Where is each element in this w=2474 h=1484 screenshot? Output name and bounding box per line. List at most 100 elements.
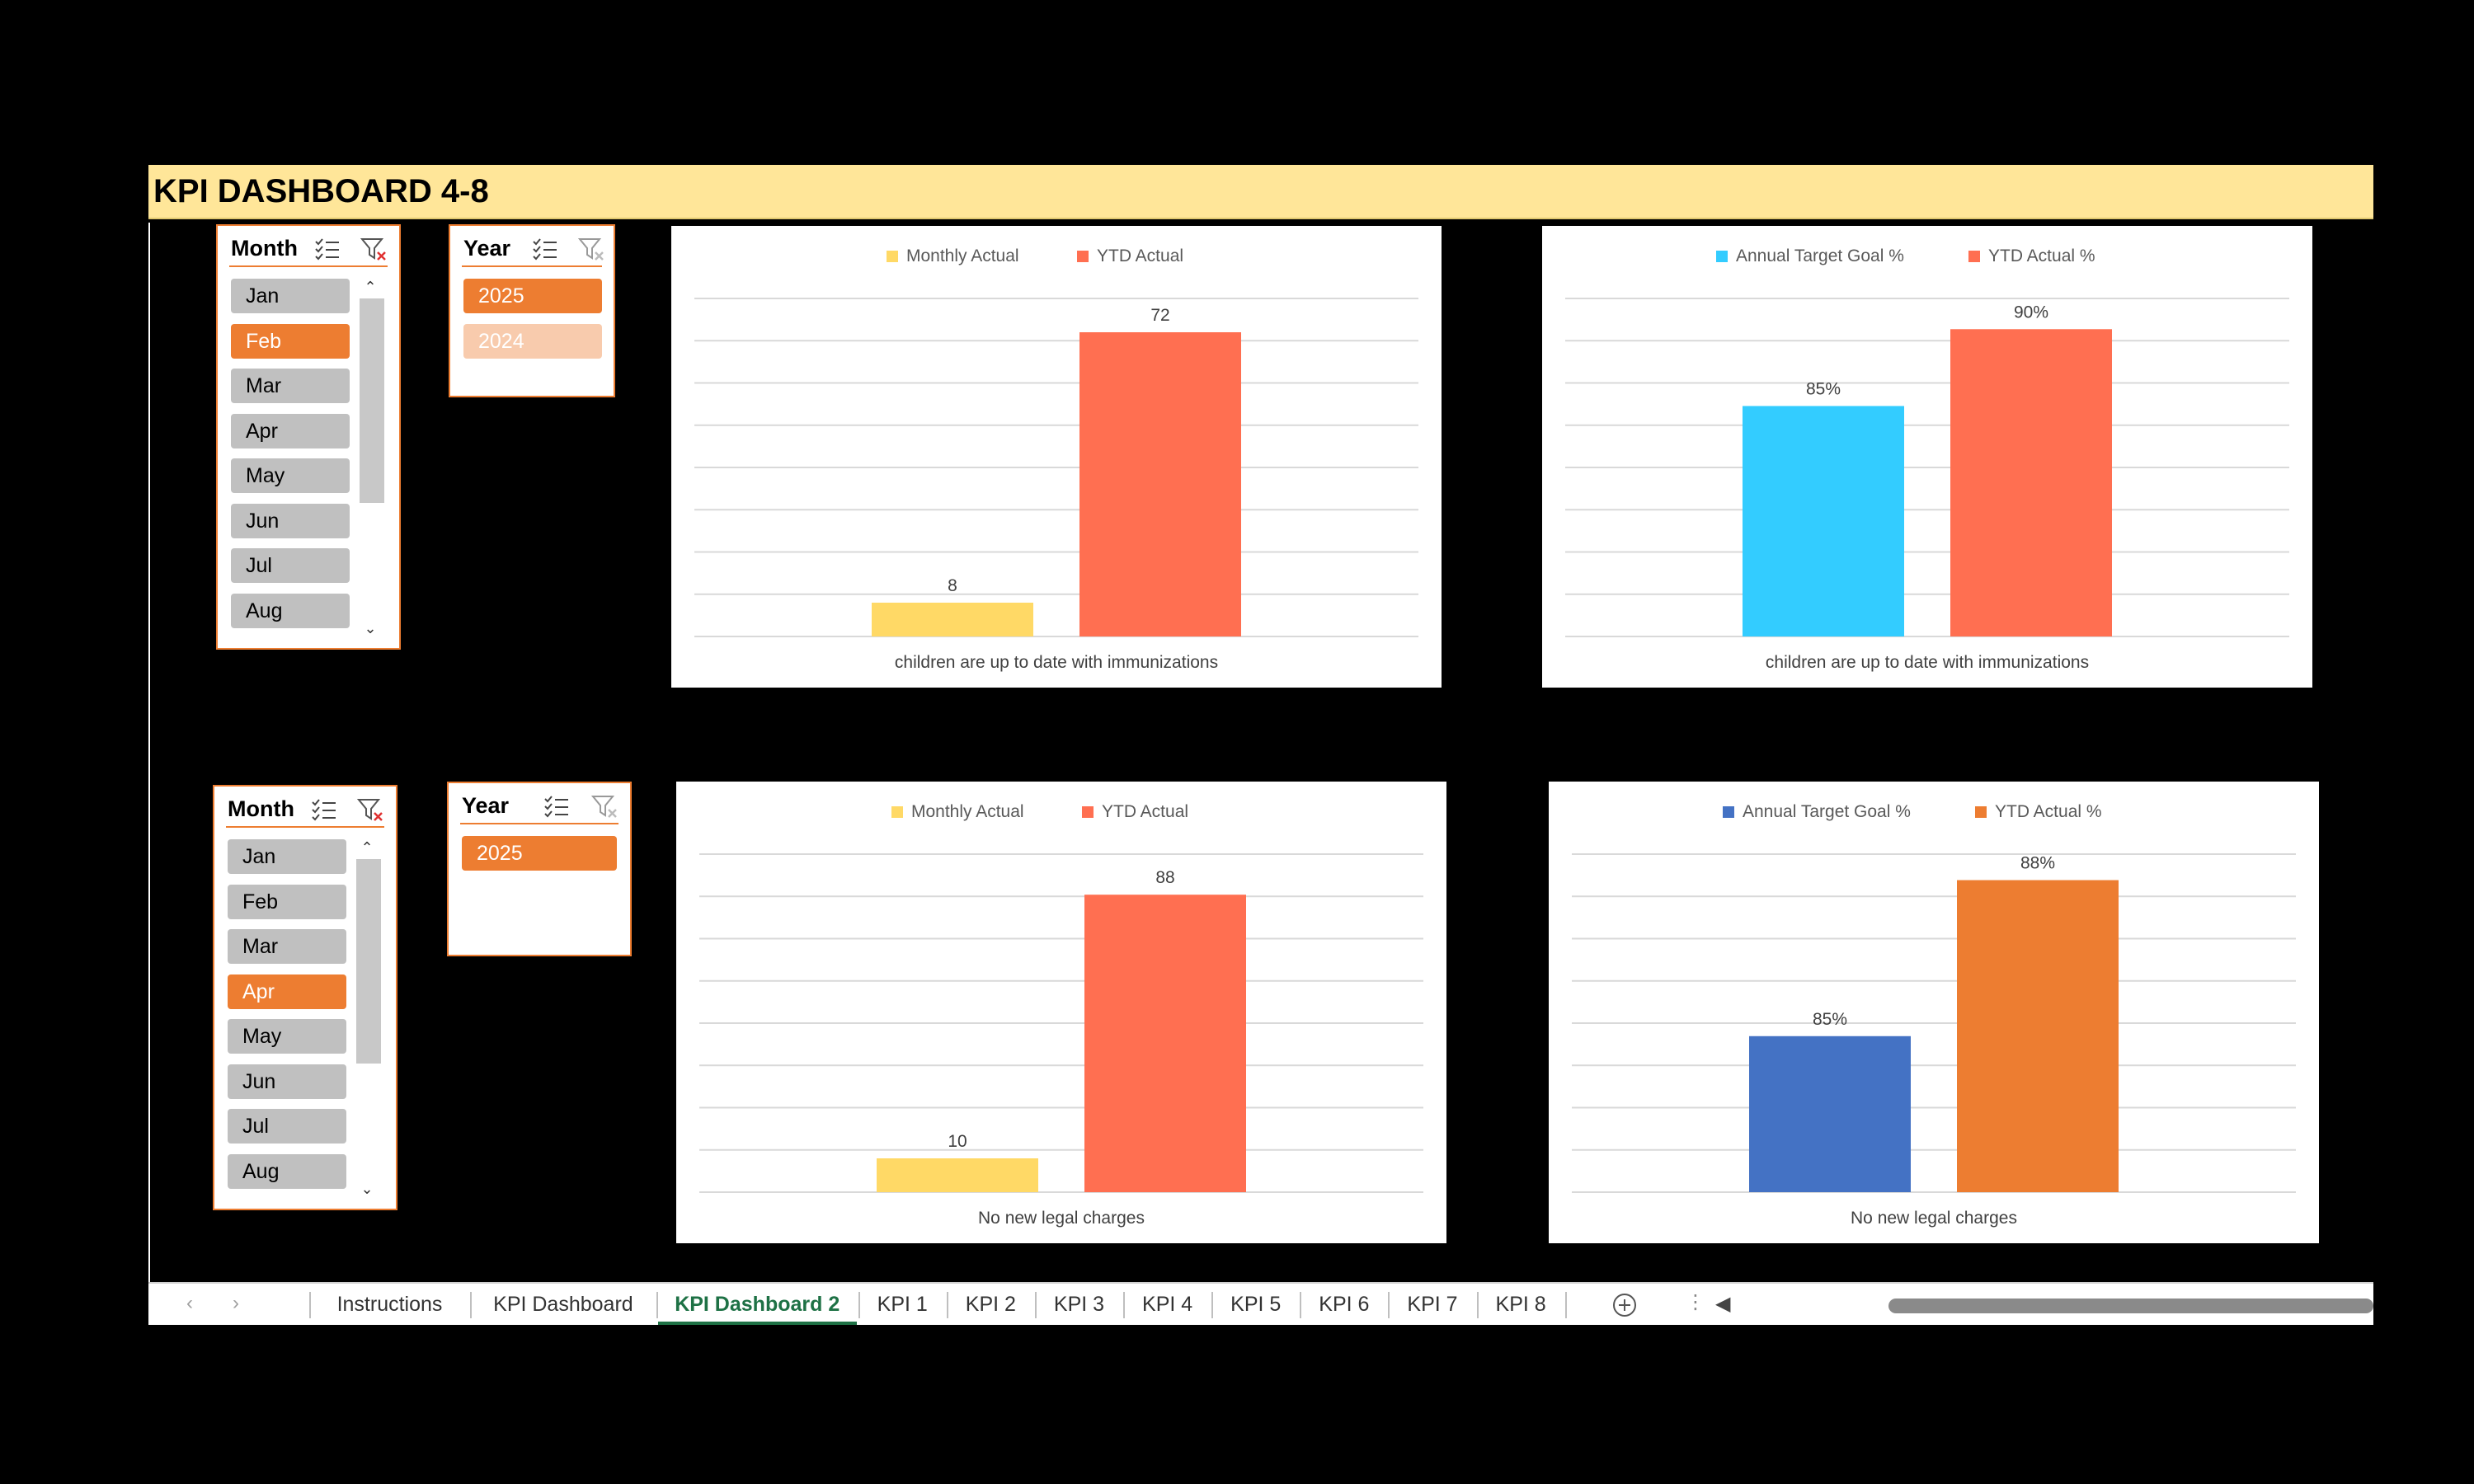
slicer-title: Month xyxy=(231,236,298,261)
tab-separator xyxy=(946,1292,948,1318)
bar[interactable] xyxy=(1950,329,2112,636)
year-slicer-top[interactable]: Year 2025 2024 xyxy=(449,224,615,397)
slicer-item[interactable]: May xyxy=(228,1019,346,1054)
prev-sheet-icon[interactable]: ‹ xyxy=(186,1292,193,1314)
clear-filter-icon[interactable] xyxy=(590,793,618,821)
slicer-item[interactable]: Jul xyxy=(231,548,350,583)
tab-separator xyxy=(1564,1292,1567,1318)
year-slicer-bottom[interactable]: Year 2025 xyxy=(447,782,632,956)
slicer-item[interactable]: Mar xyxy=(231,369,350,403)
legend-swatch xyxy=(1077,251,1089,262)
sheet-tab[interactable]: KPI Dashboard xyxy=(493,1293,633,1316)
slicer-title: Year xyxy=(462,793,510,818)
legend-swatch xyxy=(1723,806,1734,818)
scroll-down-icon[interactable]: ⌄ xyxy=(360,1181,374,1197)
slicer-item[interactable]: Jan xyxy=(228,839,346,874)
slicer-item[interactable]: Jan xyxy=(231,279,350,313)
bar[interactable] xyxy=(872,603,1033,636)
slicer-scrollbar[interactable]: ⌃ ⌄ xyxy=(355,839,381,1197)
slicer-item[interactable]: Apr xyxy=(228,974,346,1009)
clear-filter-icon[interactable] xyxy=(356,796,384,824)
kpi4-percent-chart[interactable]: Annual Target Goal % YTD Actual % 85% 90% ch… xyxy=(1542,226,2312,688)
clear-filter-icon[interactable] xyxy=(577,236,605,264)
scroll-thumb[interactable] xyxy=(356,859,381,1064)
legend-swatch xyxy=(887,251,898,262)
data-label: 88 xyxy=(1155,868,1174,887)
sheet-tab[interactable]: KPI 6 xyxy=(1319,1293,1370,1316)
bar[interactable] xyxy=(1743,406,1904,636)
legend-swatch xyxy=(891,806,903,818)
bar[interactable] xyxy=(877,1158,1038,1192)
slicer-item[interactable]: Aug xyxy=(228,1153,346,1189)
category-label: No new legal charges xyxy=(1851,1209,2017,1228)
legend-swatch xyxy=(1968,251,1980,262)
bar[interactable] xyxy=(1749,1036,1911,1192)
legend-label: Annual Target Goal % xyxy=(1743,802,1911,821)
slicer-item[interactable]: 2025 xyxy=(462,836,617,871)
plus-circle-icon[interactable] xyxy=(1611,1292,1638,1318)
slicer-scrollbar[interactable]: ⌃ ⌄ xyxy=(358,279,384,636)
legend-label: YTD Actual xyxy=(1102,802,1188,821)
bar[interactable] xyxy=(1957,880,2119,1192)
scroll-down-icon[interactable]: ⌄ xyxy=(364,620,377,636)
legend-label: Annual Target Goal % xyxy=(1736,247,1904,265)
sheet-tab[interactable]: KPI 1 xyxy=(877,1293,928,1316)
next-sheet-icon[interactable]: › xyxy=(233,1292,239,1314)
slicer-item[interactable]: Feb xyxy=(231,323,350,359)
tab-separator xyxy=(1123,1292,1126,1318)
data-label: 72 xyxy=(1150,306,1169,325)
scroll-thumb[interactable] xyxy=(360,298,384,503)
clear-filter-icon[interactable] xyxy=(360,236,388,264)
slicer-item[interactable]: May xyxy=(231,458,350,493)
chart-svg: Annual Target Goal % YTD Actual % 85% 90% ch… xyxy=(1565,247,2289,672)
multi-select-icon[interactable] xyxy=(313,236,341,264)
slicer-item[interactable]: Aug xyxy=(231,593,350,628)
slicer-item[interactable]: Apr xyxy=(231,413,350,448)
slicer-item[interactable]: 2024 xyxy=(463,323,602,359)
sheet-tab[interactable]: KPI 8 xyxy=(1495,1293,1546,1316)
sheet-tab[interactable]: KPI 4 xyxy=(1142,1293,1193,1316)
slicer-item[interactable]: Jun xyxy=(228,1064,346,1099)
slicer-item[interactable]: Jul xyxy=(228,1109,346,1144)
legend-label: YTD Actual % xyxy=(1995,802,2102,821)
horizontal-scrollbar[interactable] xyxy=(1888,1298,2373,1313)
legend-swatch xyxy=(1716,251,1728,262)
multi-select-icon[interactable] xyxy=(531,236,559,264)
sheet-tab[interactable]: KPI 2 xyxy=(965,1293,1016,1316)
data-label: 8 xyxy=(948,576,957,595)
legend-label: YTD Actual % xyxy=(1988,247,2095,265)
tab-separator xyxy=(1388,1292,1390,1318)
sheet-tab[interactable]: Instructions xyxy=(336,1293,443,1316)
scroll-up-icon[interactable]: ⌃ xyxy=(364,279,377,295)
chart-svg: Monthly Actual YTD Actual 8 72 children are … xyxy=(694,247,1418,672)
slicer-title: Month xyxy=(228,796,294,821)
month-slicer-bottom[interactable]: Month Jan Feb Mar Apr May Jun Jul Aug ⌃ ⌄ xyxy=(213,785,397,1210)
slicer-item[interactable]: 2025 xyxy=(463,279,602,313)
scroll-up-icon[interactable]: ⌃ xyxy=(360,839,374,856)
kpi4-count-chart[interactable]: Monthly Actual YTD Actual 8 72 children are … xyxy=(671,226,1442,688)
legend-label: Monthly Actual xyxy=(911,802,1024,821)
slicer-item[interactable]: Feb xyxy=(228,884,346,919)
kpi5-percent-chart[interactable]: Annual Target Goal % YTD Actual % 85% 88% No… xyxy=(1549,782,2319,1243)
multi-select-icon[interactable] xyxy=(543,793,571,821)
slicer-item[interactable]: Mar xyxy=(228,929,346,964)
multi-select-icon[interactable] xyxy=(310,796,338,824)
bar[interactable] xyxy=(1079,332,1241,636)
more-options-icon[interactable]: ⋮ xyxy=(1686,1291,1705,1313)
chart-svg: Monthly Actual YTD Actual 10 88 No new legal… xyxy=(699,802,1423,1228)
slicer-item[interactable]: Jun xyxy=(231,503,350,538)
bar[interactable] xyxy=(1084,895,1246,1192)
sheet-tab[interactable]: KPI 3 xyxy=(1053,1293,1105,1316)
data-label: 85% xyxy=(1806,379,1841,398)
month-slicer-top[interactable]: Month Jan Feb Mar Apr May Jun Jul Aug ⌃ ⌄ xyxy=(216,224,401,650)
tab-separator xyxy=(858,1292,860,1318)
kpi5-count-chart[interactable]: Monthly Actual YTD Actual 10 88 No new legal… xyxy=(676,782,1446,1243)
data-label: 85% xyxy=(1813,1010,1847,1029)
slicer-title: Year xyxy=(463,236,511,261)
data-label: 10 xyxy=(948,1132,967,1151)
scroll-left-icon[interactable]: ◀ xyxy=(1715,1293,1731,1315)
sheet-tab[interactable]: KPI 7 xyxy=(1407,1293,1458,1316)
legend-swatch xyxy=(1082,806,1094,818)
sheet-tab[interactable]: KPI 5 xyxy=(1230,1293,1282,1316)
sheet-tab[interactable]: KPI Dashboard 2 xyxy=(657,1284,857,1325)
